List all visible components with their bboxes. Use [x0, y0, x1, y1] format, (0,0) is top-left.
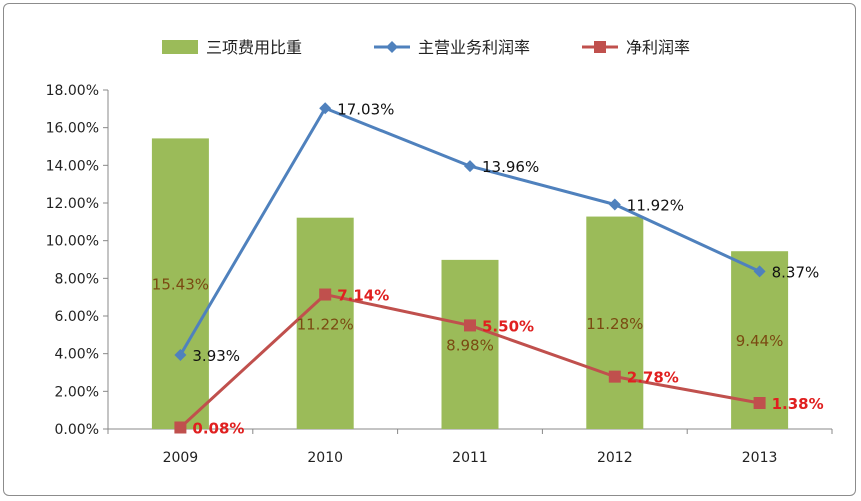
line-series: [174, 102, 766, 434]
x-tick-label: 2009: [163, 450, 199, 466]
square-point: [464, 319, 476, 332]
legend-diamond-marker: [386, 41, 398, 53]
y-tick-label: 0.00%: [55, 422, 99, 438]
y-tick-label: 10.00%: [46, 234, 99, 250]
bar-data-label: 11.28%: [586, 315, 643, 333]
square-point: [608, 370, 621, 383]
net-margin-data-label: 5.50%: [482, 317, 534, 335]
net-margin-data-label: 1.38%: [772, 395, 824, 413]
y-tick-label: 6.00%: [55, 309, 99, 325]
net-margin-data-label: 0.08%: [192, 419, 244, 437]
bar-data-label: 11.22%: [297, 315, 354, 333]
bar-data-label: 15.43%: [152, 276, 209, 294]
net-margin-data-label: 7.14%: [337, 287, 389, 305]
x-tick-label: 2011: [452, 450, 488, 466]
legend-square-marker: [594, 41, 606, 53]
bar: [151, 138, 209, 429]
data-labels: 15.43% 11.22% 8.98% 11.28% 9.44% 3.93% 17.03% 1…: [152, 100, 824, 437]
bar: [586, 216, 644, 429]
bar: [296, 217, 354, 429]
bar: [441, 259, 499, 429]
op-margin-data-label: 13.96%: [482, 158, 539, 176]
diamond-point: [319, 102, 332, 115]
chart: 三项费用比重 主营业务利润率 净利润率 0.00% 2.00% 4.00% 6.00% 8.…: [46, 38, 833, 466]
chart-frame: 三项费用比重 主营业务利润率 净利润率 0.00% 2.00% 4.00% 6.00% 8.…: [3, 3, 856, 496]
bar-data-label: 9.44%: [736, 332, 784, 350]
legend-label: 三项费用比重: [206, 38, 302, 57]
net-margin-data-label: 2.78%: [627, 369, 679, 387]
x-tick-label: 2010: [307, 450, 343, 466]
diamond-point: [174, 348, 187, 361]
bar-series: [151, 138, 789, 429]
y-tick-label: 18.00%: [46, 83, 99, 99]
diamond-point: [608, 198, 621, 211]
y-tick-label: 14.00%: [46, 158, 99, 174]
y-tick-label: 2.00%: [55, 384, 99, 400]
legend-label: 净利润率: [626, 38, 690, 57]
bar-data-label: 8.98%: [446, 336, 494, 354]
legend-swatch-bar: [162, 40, 198, 54]
square-point: [174, 421, 187, 434]
legend: 三项费用比重 主营业务利润率 净利润率: [162, 38, 690, 57]
y-tick-label: 12.00%: [46, 196, 99, 212]
square-point: [319, 288, 332, 301]
y-tick-label: 16.00%: [46, 121, 99, 137]
y-tick-label: 8.00%: [55, 271, 99, 287]
y-axis: 0.00% 2.00% 4.00% 6.00% 8.00% 10.00% 12.00% 14.…: [46, 83, 109, 438]
op-margin-data-label: 8.37%: [772, 263, 820, 281]
op-margin-data-label: 11.92%: [627, 197, 684, 215]
x-tick-label: 2013: [742, 450, 778, 466]
diamond-point: [464, 160, 476, 173]
op-margin-data-label: 3.93%: [192, 347, 240, 365]
y-tick-label: 4.00%: [55, 347, 99, 363]
square-point: [753, 397, 766, 410]
op-margin-data-label: 17.03%: [337, 100, 394, 118]
legend-label: 主营业务利润率: [418, 38, 530, 57]
x-tick-label: 2012: [597, 450, 633, 466]
diamond-point: [753, 265, 766, 278]
